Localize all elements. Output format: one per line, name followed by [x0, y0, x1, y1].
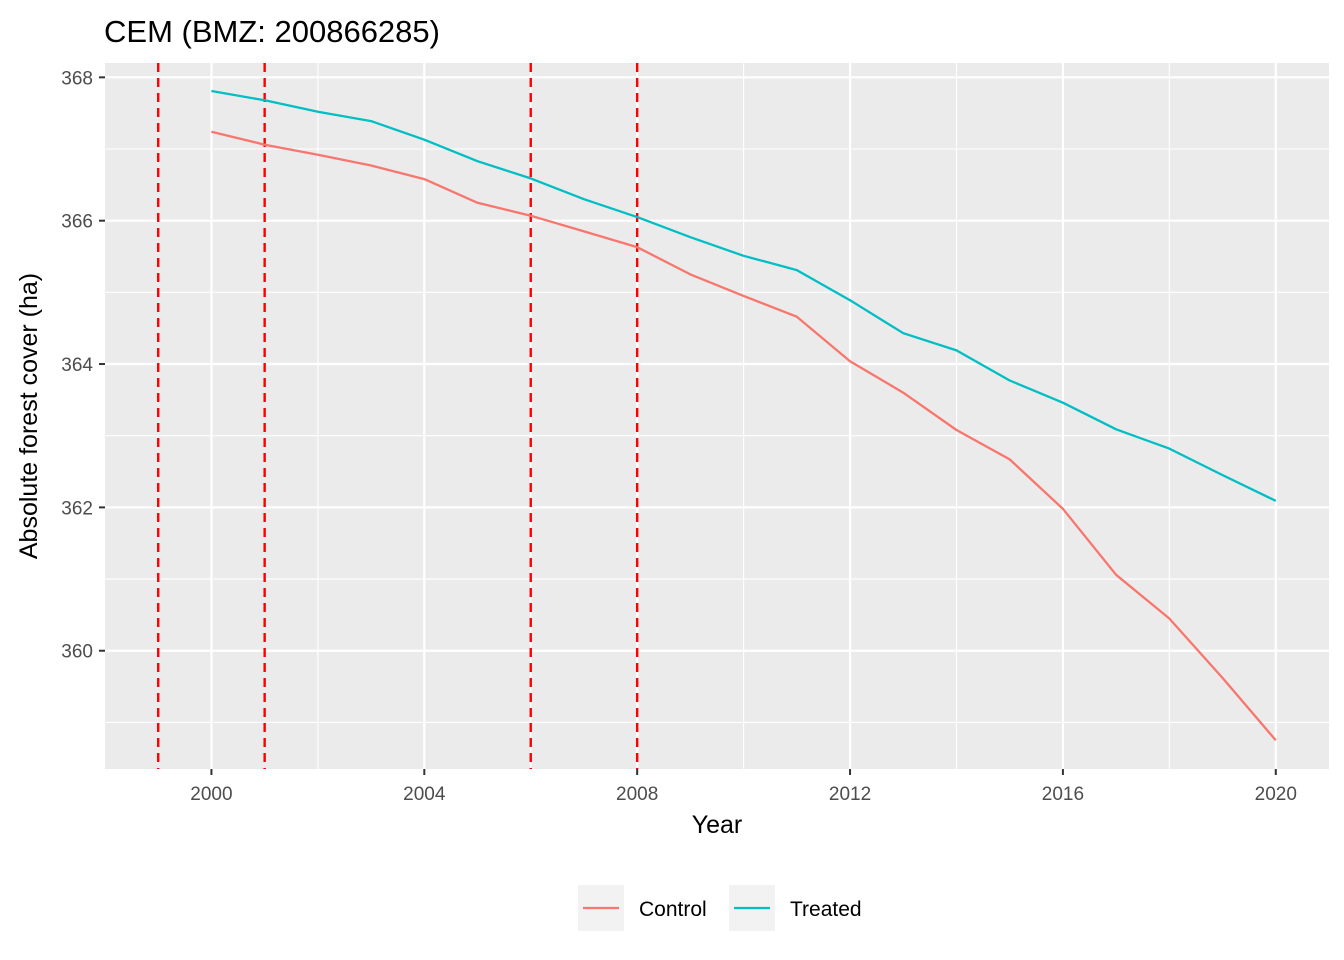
y-tick-label: 364: [61, 355, 93, 376]
x-tick-label: 2016: [1042, 784, 1084, 805]
x-tick-label: 2004: [403, 784, 446, 805]
grid-minor: [105, 63, 1329, 769]
legend-label-treated: Treated: [790, 898, 862, 921]
y-tick-label: 360: [61, 642, 93, 663]
x-tick-label: 2000: [190, 784, 232, 805]
series-lines: [211, 89, 1277, 742]
x-tick-label: 2020: [1255, 784, 1297, 805]
y-axis: 360 362 364 366 368: [61, 68, 105, 663]
y-tick-label: 362: [61, 498, 93, 519]
x-axis-label: Year: [692, 811, 743, 839]
plot-panel: [105, 63, 1329, 769]
x-tick-label: 2008: [616, 784, 658, 805]
chart-title: CEM (BMZ: 200866285): [104, 14, 440, 49]
x-axis: 2000 2004 2008 2012 2016 2020: [190, 769, 1297, 805]
reference-lines: [157, 63, 639, 769]
y-tick-label: 368: [61, 68, 93, 89]
legend-label-control: Control: [639, 898, 707, 921]
y-axis-label: Absolute forest cover (ha): [15, 273, 43, 559]
x-tick-label: 2012: [829, 784, 871, 805]
y-tick-label: 366: [61, 212, 93, 233]
legend: Control Treated: [578, 885, 862, 931]
series-line-control: [211, 130, 1277, 742]
series-line-treated: [211, 89, 1277, 502]
